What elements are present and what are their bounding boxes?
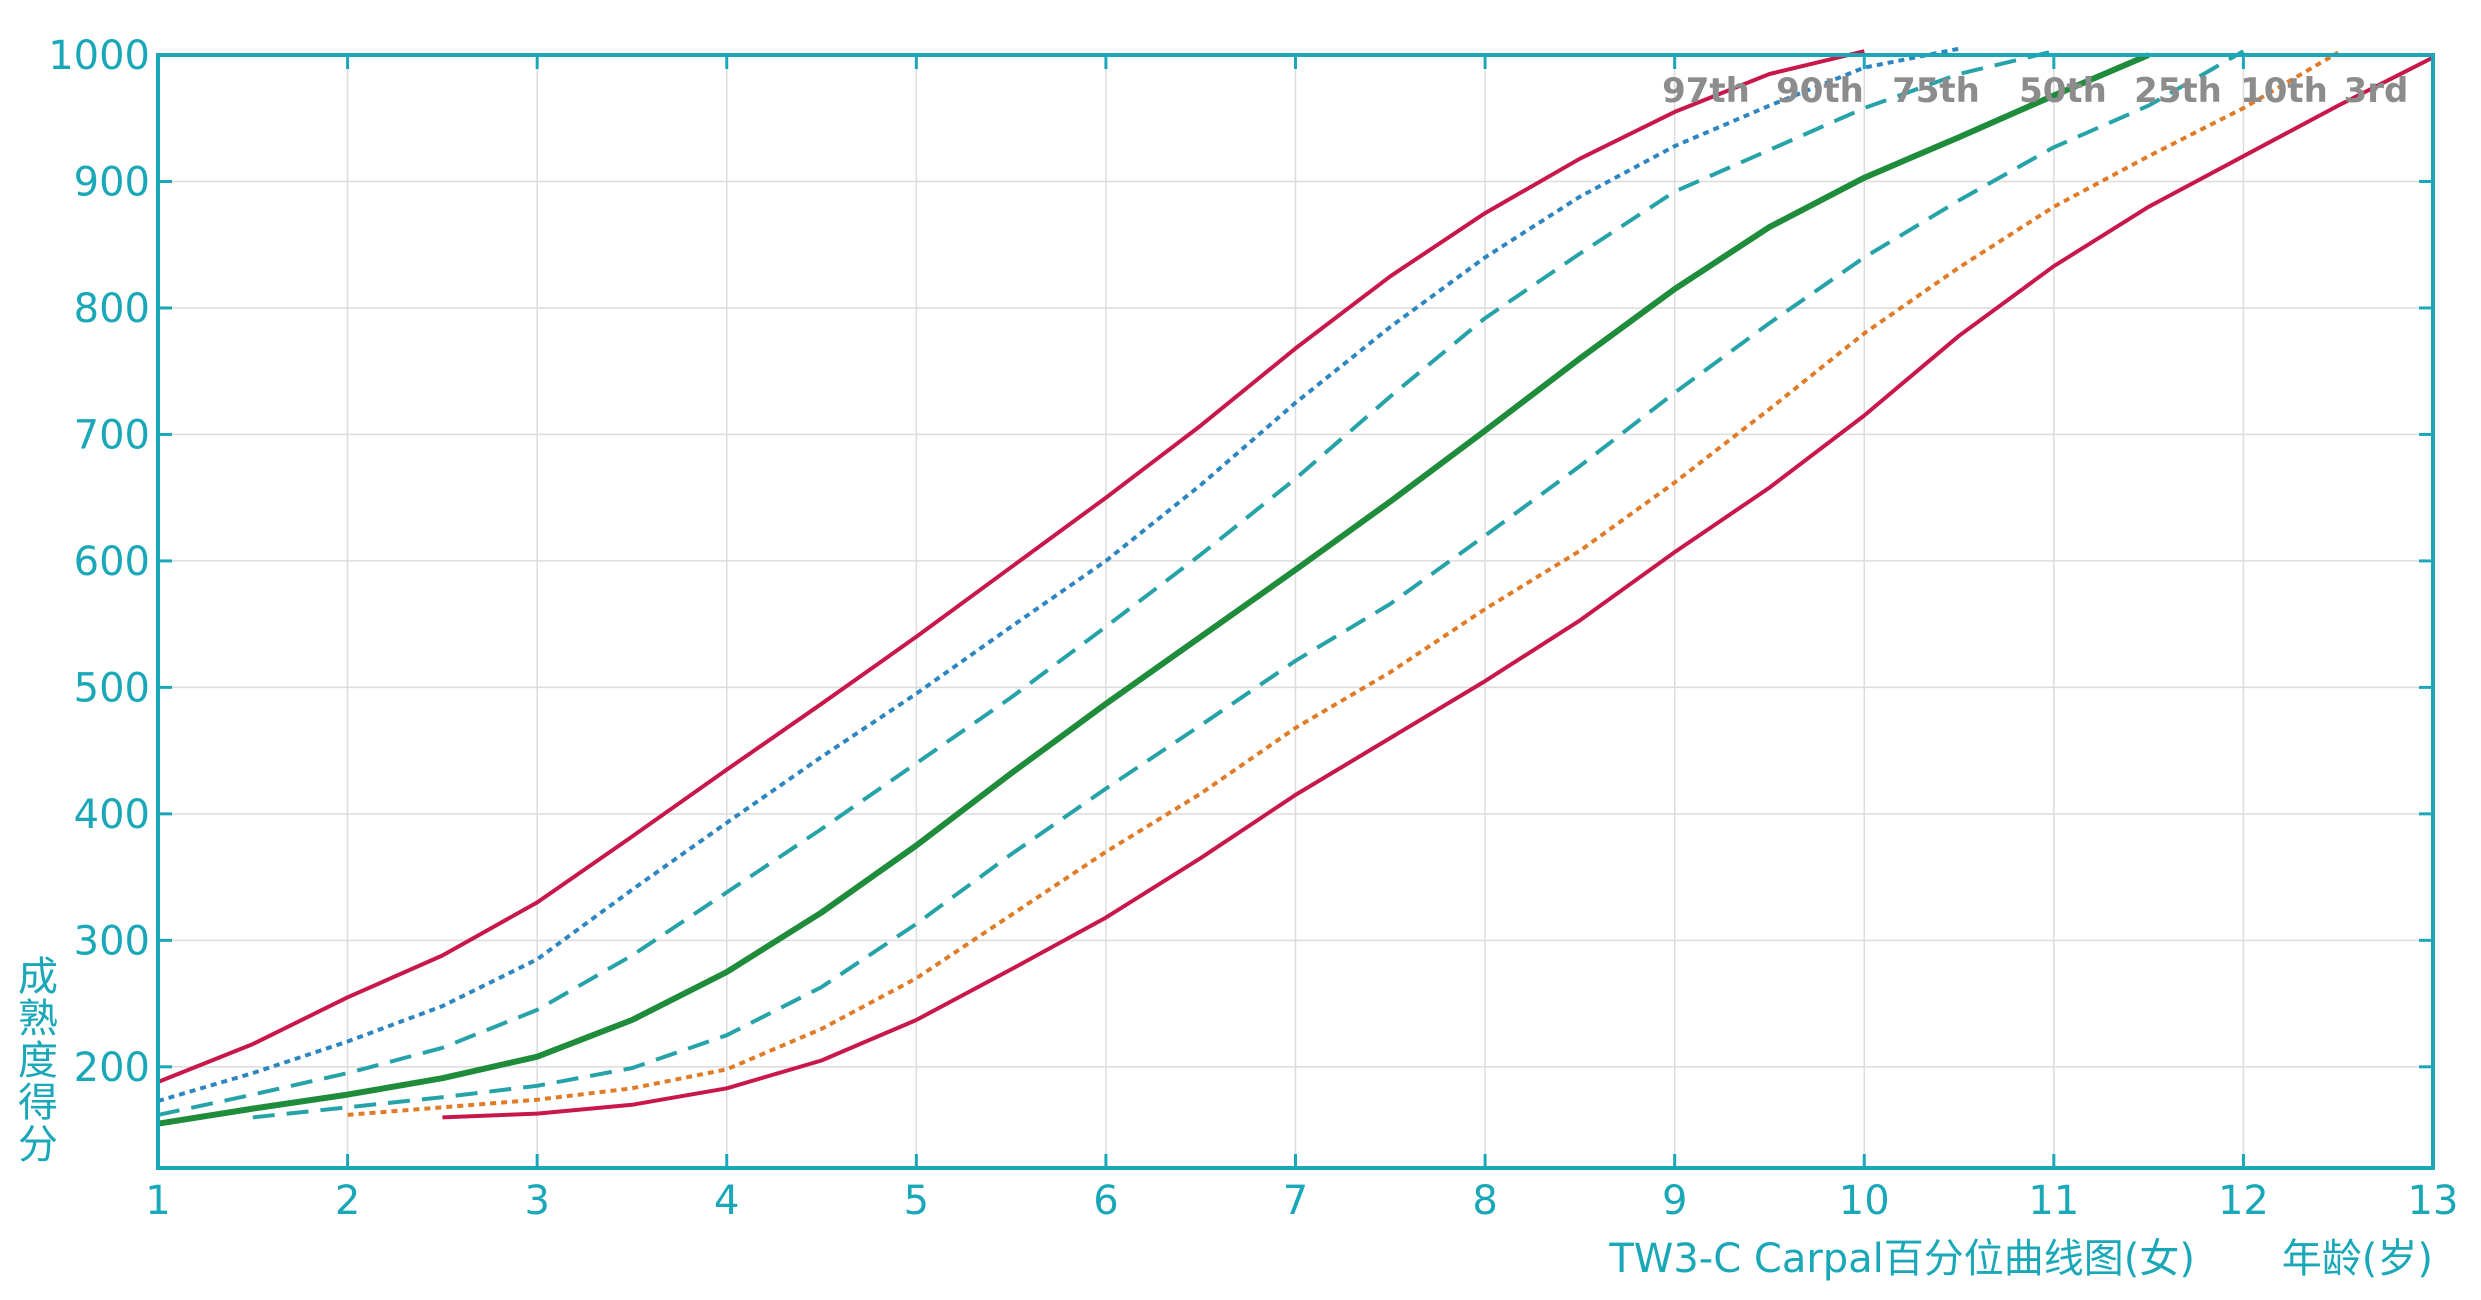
y-tick-label-1000: 1000 (48, 33, 150, 79)
chart-caption: TW3-C Carpal百分位曲线图(女) (1608, 1236, 2195, 1282)
x-tick-label-7: 7 (1283, 1178, 1308, 1224)
x-tick-label-8: 8 (1472, 1178, 1497, 1224)
series-line-10th (347, 50, 2340, 1117)
x-tick-label-13: 13 (2408, 1178, 2459, 1224)
x-tick-label-6: 6 (1093, 1178, 1118, 1224)
series-labels: 97th 90th 75th 50th 25th 10th 3rd (1662, 71, 2408, 111)
y-tick-label-600: 600 (74, 539, 150, 585)
series-label-50th: 50th (2019, 71, 2107, 111)
series-label-97th: 97th (1662, 71, 1750, 111)
series-line-75th (157, 49, 2055, 1117)
y-tick-label-700: 700 (74, 412, 150, 458)
grid-lines (158, 55, 2433, 1168)
series-line-97th (157, 49, 1865, 1084)
x-tick-label-4: 4 (714, 1178, 739, 1224)
series-label-75th: 75th (1892, 71, 1980, 111)
series-label-10th: 10th (2240, 71, 2328, 111)
series-line-25th (252, 49, 2245, 1120)
y-tick-label-900: 900 (74, 159, 150, 205)
x-tick-label-9: 9 (1662, 1178, 1687, 1224)
y-tick-label-200: 200 (74, 1045, 150, 1091)
x-tick-label-10: 10 (1839, 1178, 1890, 1224)
x-tick-label-11: 11 (2028, 1178, 2079, 1224)
series-lines (157, 46, 2434, 1127)
series-line-50th (157, 52, 2150, 1127)
y-axis-title: 成熟度得分 (18, 954, 58, 1168)
series-label-3rd: 3rd (2344, 71, 2409, 111)
x-tick-label-12: 12 (2218, 1178, 2269, 1224)
y-tick-label-800: 800 (74, 286, 150, 332)
series-label-25th: 25th (2134, 71, 2222, 111)
x-tick-label-2: 2 (335, 1178, 360, 1224)
y-tick-label-300: 300 (74, 918, 150, 964)
x-axis-title: 年龄(岁) (2282, 1236, 2433, 1282)
x-tick-label-3: 3 (524, 1178, 549, 1224)
series-line-3rd (442, 55, 2434, 1120)
x-tick-label-1: 1 (145, 1178, 170, 1224)
series-label-90th: 90th (1776, 71, 1864, 111)
axis-ticks: 1 2 3 4 5 6 7 8 9 10 11 12 1320030040050060070080090… (48, 33, 2458, 1224)
y-tick-label-400: 400 (74, 792, 150, 838)
x-tick-label-5: 5 (904, 1178, 929, 1224)
y-tick-label-500: 500 (74, 665, 150, 711)
